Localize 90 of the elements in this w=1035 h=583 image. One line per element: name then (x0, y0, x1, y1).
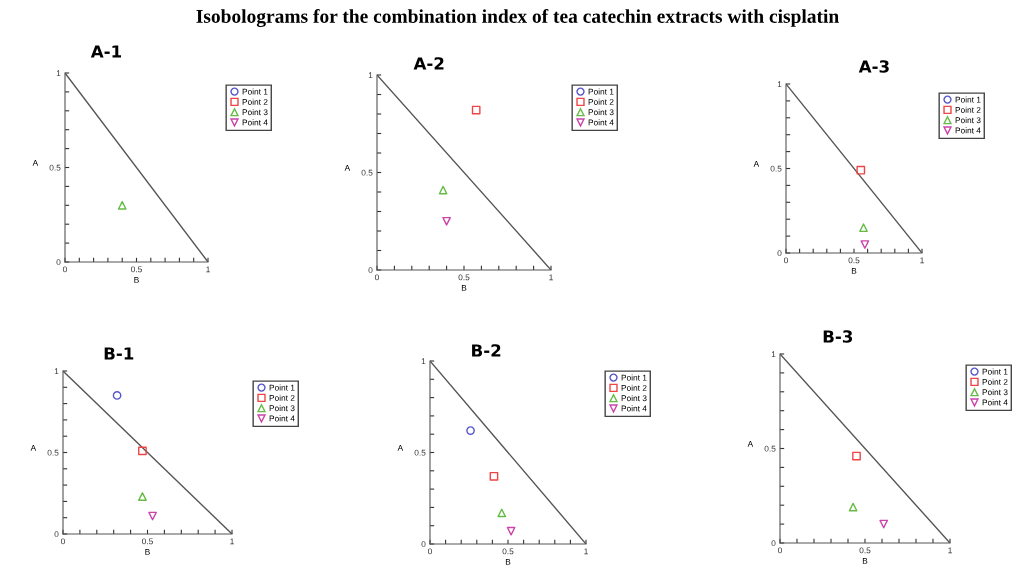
chart-title: B-2 (472, 344, 501, 357)
chart-title: A-1 (90, 45, 122, 58)
x-axis-title: B (851, 268, 857, 274)
legend-label: Point 4 (242, 119, 268, 126)
legend-label: Point 3 (955, 117, 981, 124)
x-tick-label: 0.5 (131, 266, 142, 273)
point (506, 526, 516, 536)
point (138, 492, 147, 501)
point (112, 391, 122, 400)
y-tick-label: 0.5 (49, 164, 61, 171)
x-axis-title: B (461, 285, 467, 291)
legend-label: Point 3 (621, 395, 647, 402)
point (856, 165, 866, 175)
legend-label: Point 2 (588, 98, 614, 105)
x-tick-label: 0 (63, 266, 67, 273)
x-tick-label: 0.5 (142, 538, 153, 545)
x-tick-label: 0.5 (859, 547, 871, 554)
legend-label: Point 2 (982, 378, 1008, 385)
point (860, 240, 870, 249)
x-axis-title: B (134, 277, 139, 283)
legend-label: Point 1 (269, 384, 295, 391)
y-tick-label: 0.5 (414, 449, 426, 456)
chart-title: B-1 (104, 347, 134, 360)
point (438, 185, 448, 195)
x-tick-label: 1 (549, 274, 553, 281)
point (859, 223, 868, 233)
legend-label: Point 3 (982, 389, 1008, 396)
chart-title: A-3 (858, 60, 889, 73)
y-tick-label: 1 (368, 72, 373, 79)
x-tick-label: 0 (375, 274, 379, 281)
legend-label: Point 2 (955, 106, 981, 113)
point (471, 105, 481, 115)
legend-label: Point 2 (621, 384, 647, 391)
x-tick-label: 1 (920, 257, 924, 264)
y-axis-title: A (344, 165, 351, 171)
point (148, 511, 157, 521)
x-axis-title: B (862, 558, 868, 564)
text: Isobolograms for the combination index of tea catechin extracts with cisplatin (196, 9, 839, 27)
y-axis-title: A (753, 161, 760, 167)
point (138, 446, 147, 456)
x-tick-label: 0 (784, 257, 788, 264)
x-tick-label: 0 (428, 548, 432, 555)
point (848, 502, 858, 512)
x-tick-label: 1 (948, 547, 952, 554)
y-tick-label: 0.5 (764, 445, 776, 452)
x-tick-label: 1 (206, 266, 210, 273)
y-tick-label: 0 (777, 250, 782, 257)
x-tick-label: 0.5 (848, 257, 860, 264)
legend-label: Point 1 (955, 96, 981, 103)
legend-label: Point 1 (621, 374, 647, 381)
y-axis-title: A (32, 160, 39, 166)
y-axis-title: A (30, 445, 37, 451)
legend-label: Point 4 (982, 399, 1008, 406)
legend-label: Point 2 (269, 394, 295, 401)
point (497, 508, 507, 518)
y-tick-label: 1 (56, 70, 61, 77)
legend-label: Point 4 (621, 405, 647, 412)
point (466, 426, 475, 435)
x-tick-label: 1 (230, 538, 234, 545)
y-axis-title: A (747, 441, 754, 447)
legend-label: Point 1 (588, 88, 614, 95)
point (852, 451, 861, 461)
x-tick-label: 0.5 (502, 548, 514, 555)
point (489, 471, 499, 481)
legend-label: Point 3 (269, 405, 295, 412)
legend-label: Point 4 (955, 127, 981, 134)
legend-label: Point 4 (588, 119, 614, 126)
legend-label: Point 1 (242, 88, 268, 95)
y-tick-label: 1 (777, 81, 782, 88)
chart-title: A-2 (413, 57, 444, 70)
legend-label: Point 4 (269, 415, 295, 422)
legend-label: Point 2 (242, 98, 268, 105)
y-tick-label: 0.5 (770, 165, 782, 172)
y-tick-label: 0 (54, 531, 59, 538)
y-tick-label: 1 (54, 368, 59, 375)
legend-label: Point 1 (982, 368, 1008, 375)
y-tick-label: 0.5 (361, 169, 373, 176)
y-axis-title: A (397, 445, 404, 451)
y-tick-label: 0.5 (47, 449, 59, 456)
x-tick-label: 1 (584, 548, 588, 555)
x-axis-title: B (145, 549, 150, 555)
point (879, 519, 889, 529)
y-tick-label: 1 (771, 351, 776, 358)
legend-label: Point 3 (242, 109, 268, 116)
x-axis-title: B (505, 559, 511, 565)
x-tick-label: 0.5 (458, 274, 470, 281)
point (442, 216, 451, 226)
chart-title: B-3 (823, 330, 853, 343)
y-tick-label: 1 (421, 358, 426, 365)
legend-label: Point 3 (588, 109, 614, 116)
